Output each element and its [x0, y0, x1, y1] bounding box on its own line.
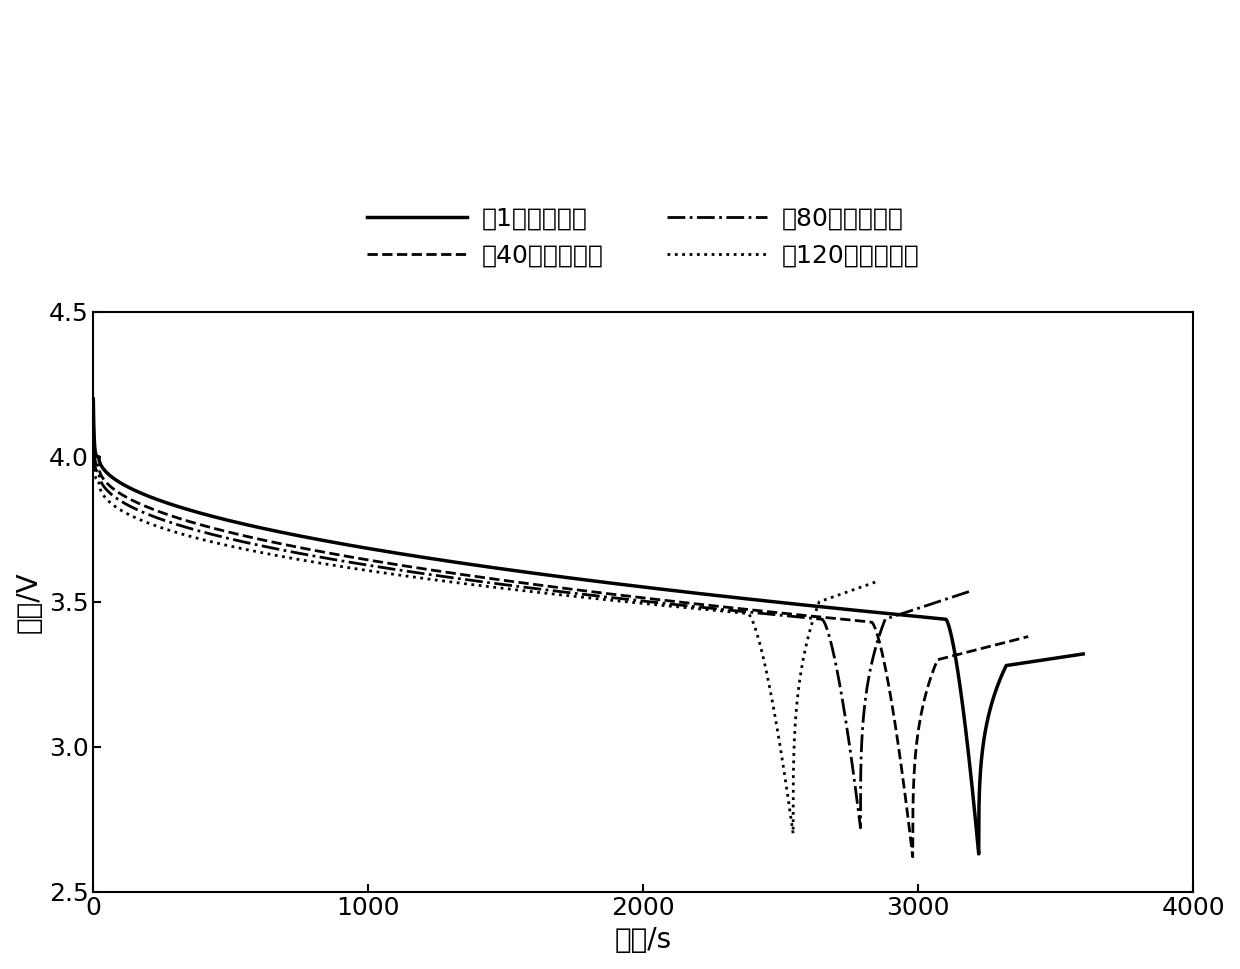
Line: 第1次放电过程: 第1次放电过程: [93, 399, 1084, 854]
第120次放电过程: [136, 516, 151, 527]
第80次放电过程: [846, 766, 861, 778]
第120次放电过程: [149, 520, 164, 532]
Line: 第120次放电过程: 第120次放电过程: [93, 440, 877, 833]
第40次放电过程: [868, 625, 883, 637]
第120次放电过程: [203, 536, 218, 547]
第120次放电过程: [485, 581, 500, 593]
第1次放电过程: [472, 560, 487, 572]
Legend: 第1次放电过程, 第40次放电过程, 第80次放电过程, 第120次放电过程: 第1次放电过程, 第40次放电过程, 第80次放电过程, 第120次放电过程: [357, 197, 929, 277]
第80次放电过程: [877, 614, 892, 626]
第40次放电过程: [868, 624, 883, 636]
X-axis label: 时间/s: 时间/s: [615, 926, 672, 954]
第1次放电过程: [373, 545, 388, 556]
第80次放电过程: [86, 420, 100, 431]
第1次放电过程: [760, 595, 775, 607]
第80次放电过程: [750, 608, 765, 619]
第40次放电过程: [905, 851, 920, 862]
Y-axis label: 电压/V: 电压/V: [15, 571, 43, 633]
第1次放电过程: [542, 570, 557, 581]
第40次放电过程: [86, 408, 100, 420]
第120次放电过程: [786, 828, 801, 839]
第120次放电过程: [869, 576, 884, 587]
第40次放电过程: [320, 547, 335, 558]
第120次放电过程: [274, 550, 289, 562]
第1次放电过程: [119, 481, 134, 492]
Line: 第40次放电过程: 第40次放电过程: [93, 414, 1028, 857]
第1次放电过程: [1076, 648, 1091, 660]
第1次放电过程: [86, 393, 100, 405]
第40次放电过程: [1021, 631, 1035, 642]
Line: 第80次放电过程: 第80次放电过程: [93, 425, 973, 828]
第80次放电过程: [853, 822, 868, 833]
第80次放电过程: [748, 607, 763, 618]
第40次放电过程: [744, 604, 759, 615]
第120次放电过程: [604, 594, 619, 606]
第1次放电过程: [971, 848, 986, 860]
第1次放电过程: [632, 580, 647, 592]
第80次放电过程: [966, 584, 981, 596]
第80次放电过程: [115, 496, 130, 508]
第120次放电过程: [86, 434, 100, 446]
第40次放电过程: [749, 605, 764, 616]
第80次放电过程: [735, 606, 750, 617]
第40次放电过程: [609, 589, 624, 601]
